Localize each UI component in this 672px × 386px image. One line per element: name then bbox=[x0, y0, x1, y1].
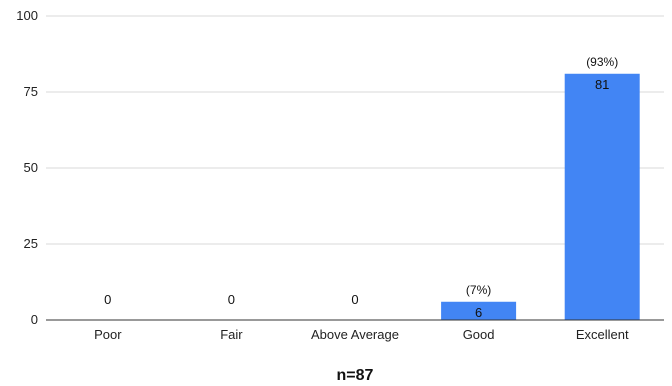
percent-label: (7%) bbox=[466, 283, 491, 297]
x-tick-label: Poor bbox=[94, 327, 122, 342]
y-axis-ticks: 0 25 50 75 100 bbox=[16, 8, 38, 327]
x-tick-label: Above Average bbox=[311, 327, 399, 342]
y-tick-label: 25 bbox=[24, 236, 38, 251]
value-label: 0 bbox=[104, 292, 111, 307]
x-tick-label: Good bbox=[463, 327, 495, 342]
y-tick-label: 0 bbox=[31, 312, 38, 327]
data-labels: 0 0 0 6 (7%) 81 (93%) bbox=[104, 55, 618, 320]
y-tick-label: 100 bbox=[16, 8, 38, 23]
y-tick-label: 50 bbox=[24, 160, 38, 175]
x-tick-label: Excellent bbox=[576, 327, 629, 342]
bar bbox=[565, 74, 640, 320]
x-axis-labels: Poor Fair Above Average Good Excellent bbox=[94, 327, 629, 342]
value-label: 81 bbox=[595, 77, 609, 92]
value-label: 0 bbox=[351, 292, 358, 307]
y-tick-label: 75 bbox=[24, 84, 38, 99]
sample-size-label: n=87 bbox=[337, 367, 374, 384]
percent-label: (93%) bbox=[586, 55, 618, 69]
value-label: 0 bbox=[228, 292, 235, 307]
x-tick-label: Fair bbox=[220, 327, 243, 342]
value-label: 6 bbox=[475, 305, 482, 320]
